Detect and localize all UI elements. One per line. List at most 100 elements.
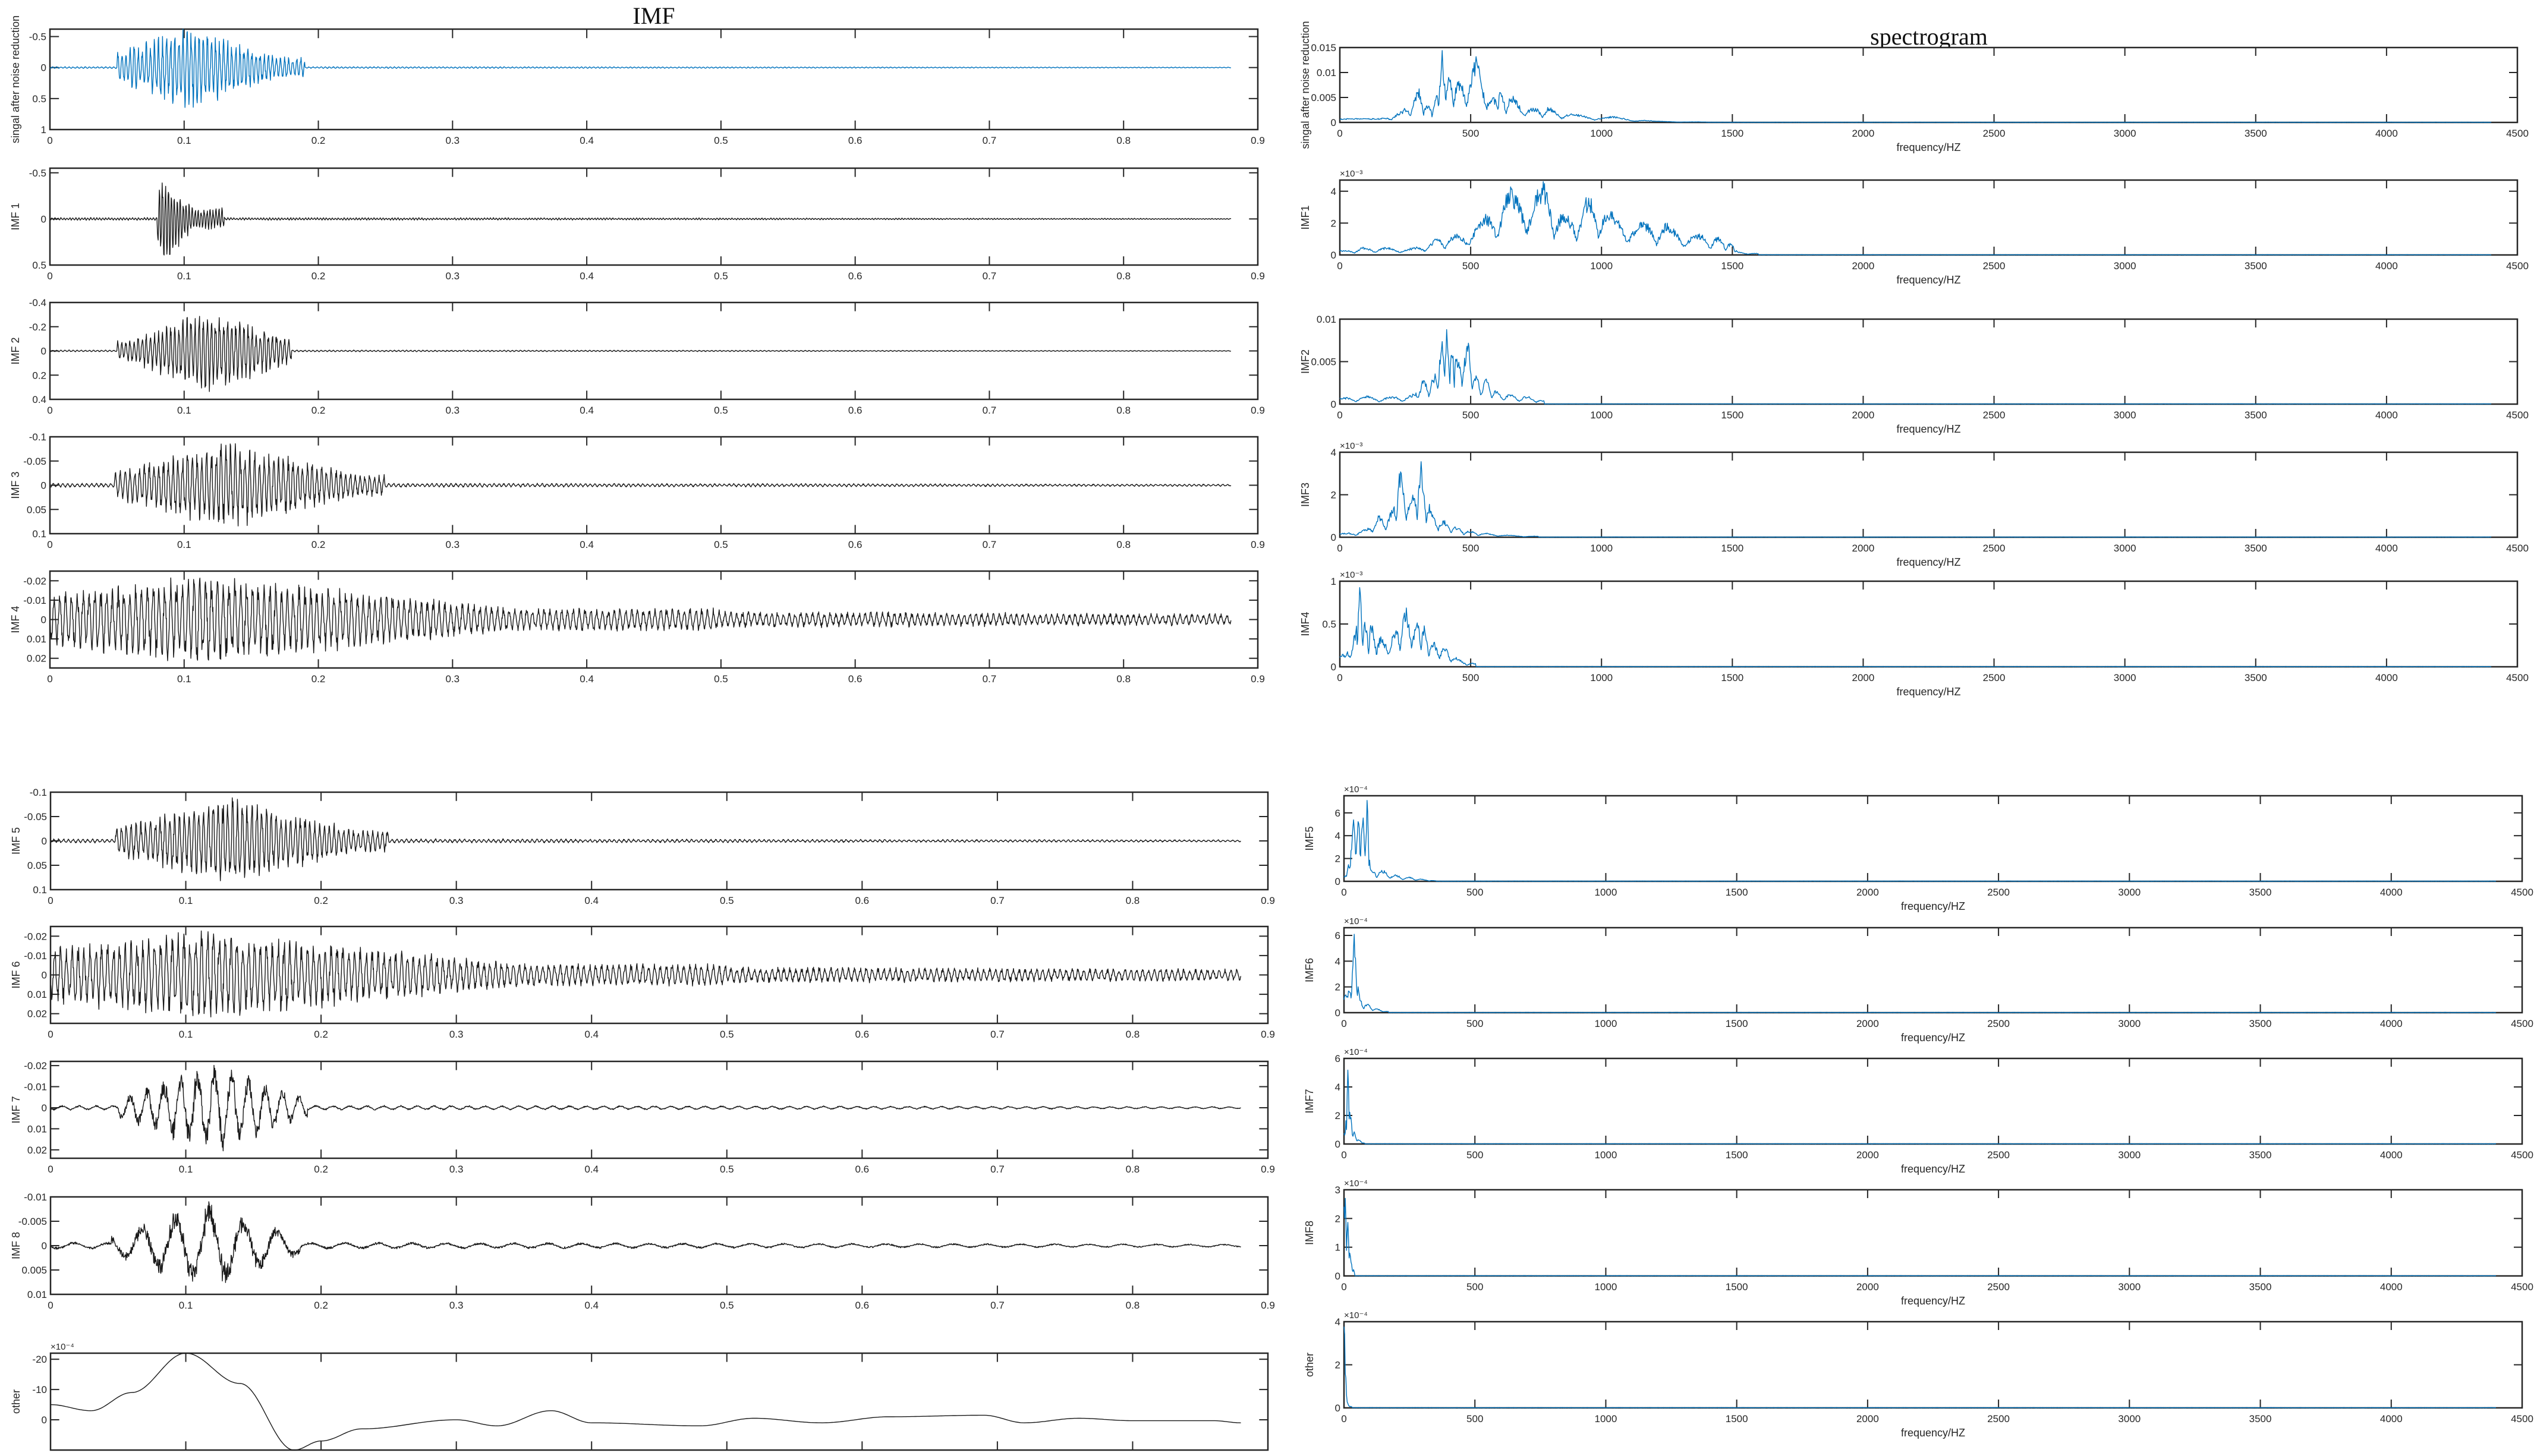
x-tick-label: 0.4 (580, 405, 594, 416)
x-tick-label: 0.2 (314, 1300, 328, 1311)
imf-waveform (49, 182, 1232, 256)
x-tick-label: 2000 (1856, 1149, 1879, 1161)
y-tick-label: 0 (42, 1414, 47, 1426)
y-tick-label: 0 (41, 213, 46, 225)
spectrum-plot-imf2: 0 500 1000 1500 2000 2500 3000 3500 4000 4500 0 0.0… (1299, 314, 2529, 435)
spectrum-ylabel: other (1304, 1353, 1315, 1377)
exponent-label: ×10⁻³ (1340, 441, 1362, 451)
x-tick-label: 0 (47, 405, 52, 416)
y-tick-label: 2 (1335, 1213, 1340, 1224)
exponent-label: ×10⁻⁴ (1344, 916, 1368, 926)
x-tick-label: 3500 (2245, 543, 2267, 554)
y-tick-label: 0 (42, 1102, 47, 1114)
x-tick-label: 0.6 (848, 135, 863, 146)
x-tick-label: 4500 (2511, 1281, 2533, 1293)
y-tick-label: -0.5 (29, 168, 46, 179)
imf-waveform (49, 577, 1232, 661)
y-tick-label: 0 (1335, 876, 1340, 887)
x-tick-label: 2000 (1852, 543, 1875, 554)
x-tick-label: 3000 (2118, 1149, 2141, 1161)
y-tick-label: -0.005 (18, 1216, 47, 1227)
x-tick-label: 0.3 (446, 135, 460, 146)
imf-ylabel: IMF 2 (10, 337, 21, 364)
x-tick-label: 2500 (1987, 887, 2010, 898)
x-tick-label: 0.8 (1116, 405, 1131, 416)
x-tick-label: 0.5 (720, 1029, 734, 1040)
imf-waveform (49, 29, 1231, 108)
x-tick-label: 4500 (2511, 1018, 2533, 1029)
x-tick-label: 0.4 (580, 673, 594, 685)
imf-waveform (50, 1064, 1241, 1152)
y-tick-label: 0 (42, 836, 47, 847)
x-tick-label: 0.6 (855, 1300, 870, 1311)
x-tick-label: 4000 (2380, 1149, 2403, 1161)
spectrum-plot-singal-after-noise-reduction: 0 500 1000 1500 2000 2500 3000 3500 4000 4500 0 0.0… (1299, 21, 2529, 153)
imf-waveform (50, 930, 1242, 1017)
x-tick-label: 0.8 (1116, 270, 1131, 282)
x-tick-label: 3000 (2118, 1413, 2141, 1425)
frequency-axis-label: frequency/HZ (1896, 141, 1960, 153)
y-tick-label: 1 (1331, 576, 1336, 587)
x-tick-label: 3000 (2114, 128, 2136, 139)
spectrum-plot-other: 0 500 1000 1500 2000 2500 3000 3500 4000 4500 0 2 4 o… (1304, 1310, 2533, 1439)
x-tick-label: 0.7 (983, 270, 997, 282)
x-tick-label: 2000 (1852, 672, 1875, 683)
x-tick-label: 0 (47, 135, 52, 146)
imf-plot-other: 00.10.20.30.40.50.60.70.80.9-20-100other… (10, 1342, 1275, 1456)
x-tick-label: 4500 (2511, 1149, 2533, 1161)
x-tick-label: 0.6 (855, 895, 870, 906)
x-tick-label: 4500 (2506, 260, 2529, 272)
exponent-label: ×10⁻⁴ (1344, 1310, 1368, 1321)
x-tick-label: 4000 (2380, 1281, 2403, 1293)
y-tick-label: 6 (1335, 1053, 1340, 1064)
imf-ylabel: IMF 1 (10, 203, 21, 230)
axes-frame (49, 1352, 1269, 1451)
x-tick-label: 0.6 (848, 270, 863, 282)
y-tick-label: 4 (1335, 1316, 1340, 1328)
frequency-axis-label: frequency/HZ (1896, 274, 1960, 286)
y-tick-label: 1 (1335, 1242, 1340, 1253)
x-tick-label: 0 (1337, 260, 1342, 272)
spectrum-trace (1343, 1197, 2497, 1277)
x-tick-label: 0.8 (1116, 673, 1131, 685)
y-tick-label: 0.01 (27, 989, 47, 1000)
y-tick-label: 2 (1331, 218, 1336, 229)
x-tick-label: 1500 (1726, 1413, 1748, 1425)
x-tick-label: 1000 (1590, 409, 1613, 421)
x-tick-label: 0.3 (446, 673, 460, 685)
y-tick-label: 0 (1335, 1139, 1340, 1150)
y-tick-label: 0.05 (27, 504, 46, 515)
y-tick-label: 4 (1331, 186, 1336, 197)
x-tick-label: 0 (48, 1164, 53, 1175)
x-tick-label: 4000 (2380, 887, 2403, 898)
y-tick-label: 4 (1335, 1082, 1340, 1093)
x-tick-label: 0.7 (983, 135, 997, 146)
axes-frame (49, 167, 1259, 266)
y-tick-label: 2 (1331, 490, 1336, 501)
x-tick-label: 0 (48, 1029, 53, 1040)
y-tick-label: 0 (1331, 532, 1336, 543)
spectrum-ylabel: IMF2 (1299, 349, 1311, 374)
x-tick-label: 1500 (1721, 672, 1743, 683)
x-tick-label: 0.5 (714, 405, 728, 416)
x-tick-label: 0.6 (848, 539, 863, 550)
x-tick-label: 4000 (2375, 409, 2398, 421)
x-tick-label: 1000 (1590, 543, 1613, 554)
x-tick-label: 0.6 (848, 405, 863, 416)
x-tick-label: 2000 (1856, 1413, 1879, 1425)
x-tick-label: 2500 (1983, 543, 2006, 554)
x-tick-label: 3500 (2245, 260, 2267, 272)
y-tick-label: 0.1 (32, 528, 46, 540)
x-tick-label: 0.7 (983, 539, 997, 550)
axes-frame (1339, 179, 2519, 256)
x-tick-label: 0 (1341, 1281, 1346, 1293)
x-tick-label: 0.9 (1261, 895, 1275, 906)
spectrum-plot-imf5: 0 500 1000 1500 2000 2500 3000 3500 4000 4500 0 2 4 6… (1304, 784, 2533, 912)
axes-frame (1343, 1321, 2523, 1409)
x-tick-label: 3500 (2245, 409, 2267, 421)
x-tick-label: 0.4 (580, 270, 594, 282)
y-tick-label: 0.005 (1311, 92, 1336, 103)
y-tick-label: -0.01 (23, 595, 46, 606)
axes-frame (49, 28, 1259, 131)
